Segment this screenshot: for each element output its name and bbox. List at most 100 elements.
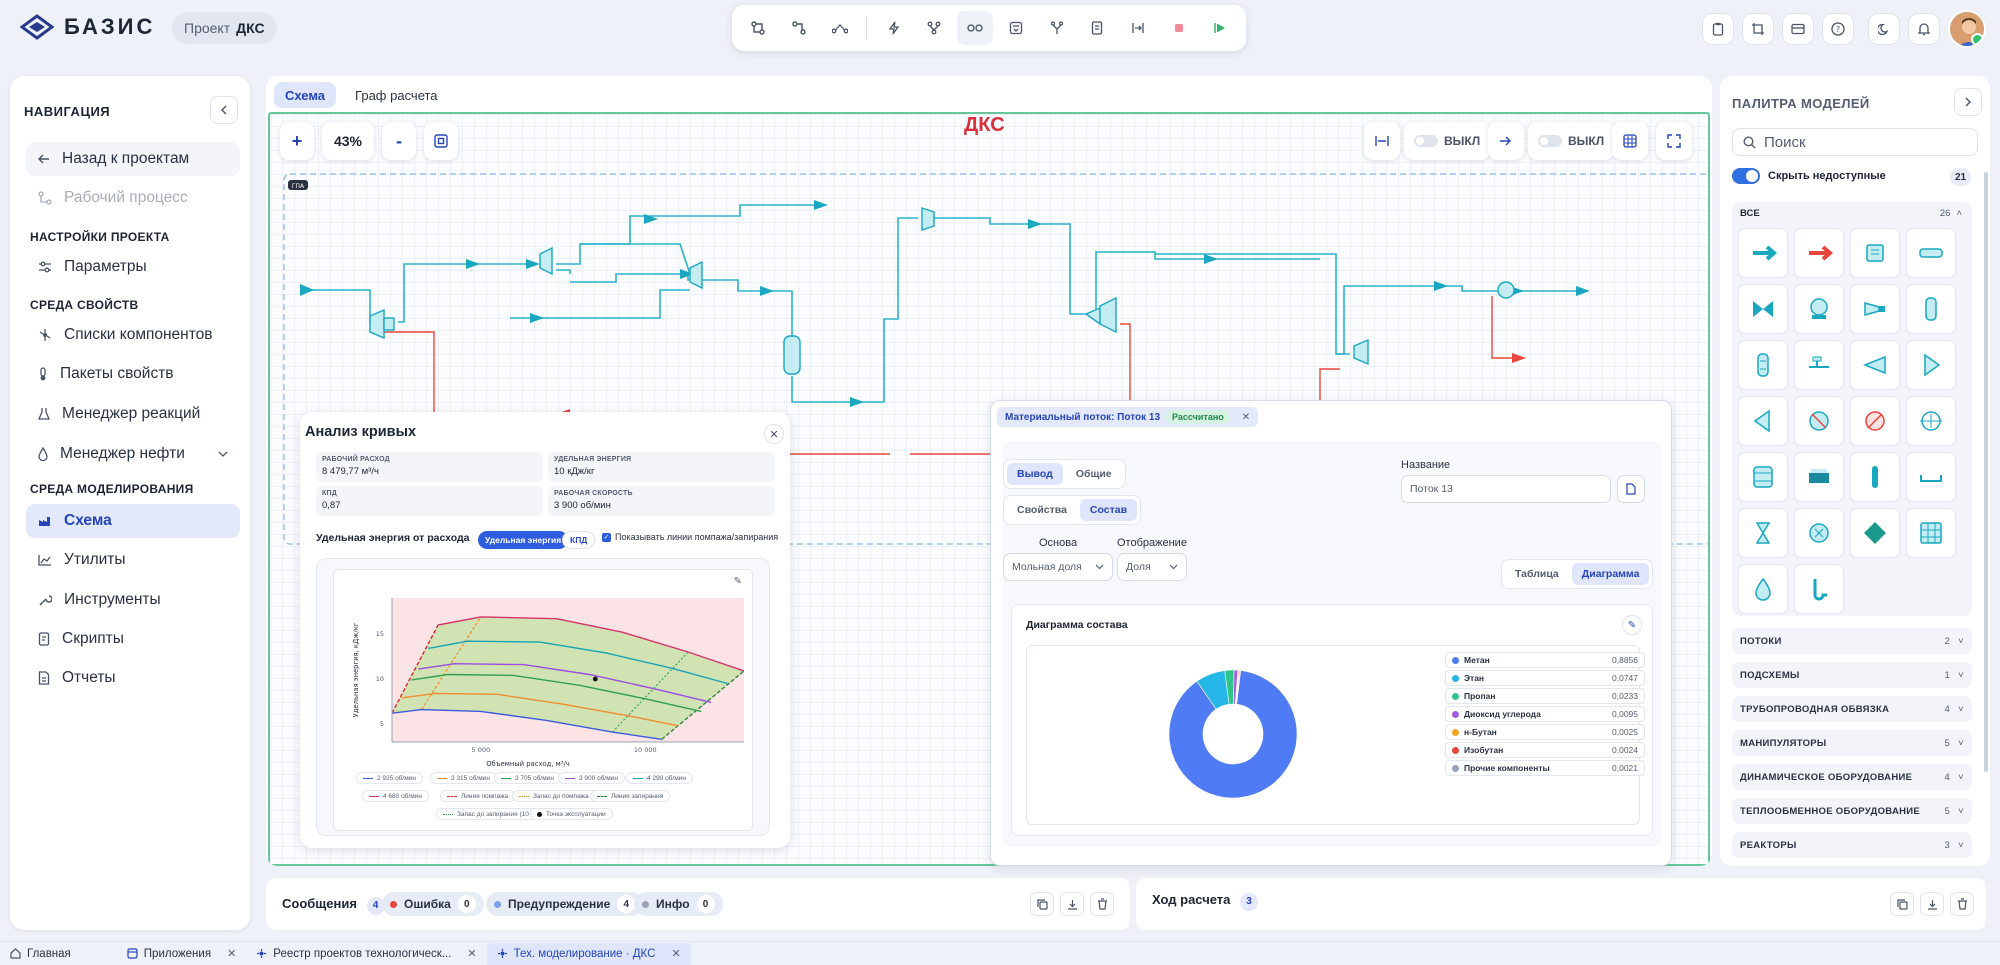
tab-calc-graph[interactable]: Граф расчета [355, 87, 438, 103]
clear-messages-button[interactable] [1090, 892, 1114, 916]
palette-model-item[interactable] [1906, 228, 1956, 278]
download-messages-button[interactable] [1060, 892, 1084, 916]
palette-category[interactable]: МАНИПУЛЯТОРЫ 5 ˅ [1732, 730, 1972, 756]
palette-model-item[interactable] [1850, 508, 1900, 558]
help-icon[interactable]: ? [1822, 13, 1854, 45]
legend-item[interactable]: Точка эксплуатации [530, 808, 613, 820]
speed-curve-3[interactable] [418, 662, 712, 704]
palette-collapse-button[interactable] [1954, 88, 1982, 116]
nav-back-to-projects[interactable]: Назад к проектам [26, 142, 240, 176]
palette-model-item[interactable] [1738, 396, 1788, 446]
task-apps[interactable]: Приложения ✕ [117, 943, 247, 965]
palette-model-item[interactable] [1738, 284, 1788, 334]
toggle-1-switch[interactable] [1414, 135, 1438, 147]
stop-icon[interactable] [1160, 11, 1197, 45]
toggle-2-switch[interactable] [1538, 135, 1562, 147]
tab-properties[interactable]: Свойства [1017, 504, 1067, 516]
nav-reaction-manager[interactable]: Менеджер реакций [26, 397, 240, 431]
legend-item[interactable]: Линия запирания [590, 790, 671, 802]
composition-legend-item[interactable]: Этан 0,0747 [1445, 670, 1645, 686]
toggle-1[interactable]: ВЫКЛ [1404, 122, 1491, 160]
tab-composition[interactable]: Состав [1079, 499, 1138, 521]
filter-info[interactable]: Инфо 0 [634, 892, 723, 916]
palette-model-item[interactable] [1794, 452, 1844, 502]
document-icon[interactable] [1079, 11, 1116, 45]
composition-donut[interactable] [1163, 664, 1303, 804]
grid-toggle-button[interactable] [1612, 122, 1648, 160]
tab-table[interactable]: Таблица [1515, 568, 1559, 580]
palette-model-item[interactable] [1794, 228, 1844, 278]
composition-legend-item[interactable]: Пропан 0,0233 [1445, 688, 1645, 704]
curve-chart[interactable]: 5 000 10 000 5 10 15 Объемный расход, м³/ч Уде… [334, 570, 754, 770]
name-input[interactable]: Поток 13 [1401, 475, 1611, 503]
nav-component-lists[interactable]: Списки компонентов [26, 318, 240, 352]
nav-tools[interactable]: Инструменты [26, 583, 240, 617]
close-task-icon[interactable]: ✕ [467, 948, 477, 960]
palette-model-item[interactable] [1738, 508, 1788, 558]
task-registry[interactable]: Реестр проектов технологическ... ✕ [246, 943, 486, 965]
edit-chart-icon[interactable]: ✎ [733, 576, 742, 587]
palette-model-item[interactable] [1794, 340, 1844, 390]
palette-model-item[interactable] [1850, 340, 1900, 390]
palette-category[interactable]: ДИНАМИЧЕСКОЕ ОБОРУДОВАНИЕ 4 ˅ [1732, 764, 1972, 790]
palette-category[interactable]: ТЕПЛООБМЕННОЕ ОБОРУДОВАНИЕ 5 ˅ [1732, 798, 1972, 824]
palette-model-item[interactable] [1738, 228, 1788, 278]
nav-reports[interactable]: Отчеты [26, 661, 240, 695]
copy-calc-button[interactable] [1890, 892, 1914, 916]
checkbox-checked-icon[interactable]: ✓ [602, 532, 611, 542]
donut-slice-0[interactable] [1168, 670, 1298, 799]
tab-output[interactable]: Вывод [1007, 463, 1063, 485]
composition-legend-item[interactable]: Прочие компоненты 0,0021 [1445, 760, 1645, 776]
step-icon[interactable] [1120, 11, 1157, 45]
palette-model-item[interactable] [1906, 508, 1956, 558]
palette-model-item[interactable] [1850, 452, 1900, 502]
palette-search-input[interactable]: Поиск [1732, 128, 1978, 156]
donut-slice-6[interactable] [1235, 670, 1241, 705]
branch-icon[interactable] [781, 11, 818, 45]
hide-unavailable-toggle[interactable]: Скрыть недоступные [1732, 168, 1886, 184]
filter-error[interactable]: Ошибка 0 [382, 892, 484, 916]
palette-model-item[interactable] [1738, 452, 1788, 502]
card-icon[interactable] [1782, 13, 1814, 45]
zoom-out-button[interactable]: - [382, 122, 416, 160]
legend-item[interactable]: 4 680 об/мин [362, 790, 429, 802]
connect-node-icon[interactable] [740, 11, 777, 45]
nav-scripts[interactable]: Скрипты [26, 622, 240, 656]
filter-warning[interactable]: Предупреждение 4 [486, 892, 644, 916]
palette-scrollbar[interactable] [1984, 172, 1988, 772]
stream-tab[interactable]: Материальный поток: Поток 13 Рассчитано … [997, 407, 1259, 427]
download-calc-button[interactable] [1920, 892, 1944, 916]
composition-legend-item[interactable]: н-Бутан 0,0025 [1445, 724, 1645, 740]
basis-select[interactable]: Мольная доля [1003, 553, 1113, 581]
clipboard-icon[interactable] [1702, 13, 1734, 45]
composition-legend-item[interactable]: Диоксид углерода 0,0095 [1445, 706, 1645, 722]
copy-messages-button[interactable] [1030, 892, 1054, 916]
speed-curve-4[interactable] [428, 640, 728, 685]
palette-model-item[interactable] [1906, 396, 1956, 446]
palette-category[interactable]: ТРУБОПРОВОДНАЯ ОБВЯЗКА 4 ˅ [1732, 696, 1972, 722]
task-home[interactable]: Главная [0, 943, 81, 965]
link-icon[interactable] [956, 11, 994, 45]
speed-curve-1[interactable] [401, 692, 679, 727]
align-horizontal-button[interactable] [1364, 122, 1400, 160]
legend-item[interactable]: Линия помпажа [440, 790, 516, 802]
arrow-mode-button[interactable] [1488, 122, 1524, 160]
bell-icon[interactable] [1908, 13, 1940, 45]
fork-icon[interactable] [1038, 11, 1075, 45]
display-select[interactable]: Доля [1117, 553, 1187, 581]
nav-parameters[interactable]: Параметры [26, 250, 240, 284]
tab-general[interactable]: Общие [1075, 468, 1112, 480]
close-task-icon[interactable]: ✕ [671, 948, 681, 960]
stream-info-button[interactable] [1617, 475, 1645, 503]
composition-legend-item[interactable]: Метан 0,8856 [1445, 652, 1645, 668]
hierarchy-icon[interactable] [916, 11, 953, 45]
legend-item[interactable]: 4 290 об/мин [626, 772, 693, 784]
palette-model-item[interactable] [1850, 228, 1900, 278]
efficiency-mode-button[interactable]: КПД [562, 531, 596, 549]
palette-model-item[interactable] [1794, 284, 1844, 334]
palette-category[interactable]: ПОТОКИ 2 ˅ [1732, 628, 1972, 654]
close-tab-icon[interactable]: ✕ [1241, 411, 1251, 423]
moon-icon[interactable] [1868, 13, 1900, 45]
nav-property-packages[interactable]: Пакеты свойств [26, 357, 240, 391]
palette-all-count-row[interactable]: 26 ˄ [1940, 208, 1962, 219]
